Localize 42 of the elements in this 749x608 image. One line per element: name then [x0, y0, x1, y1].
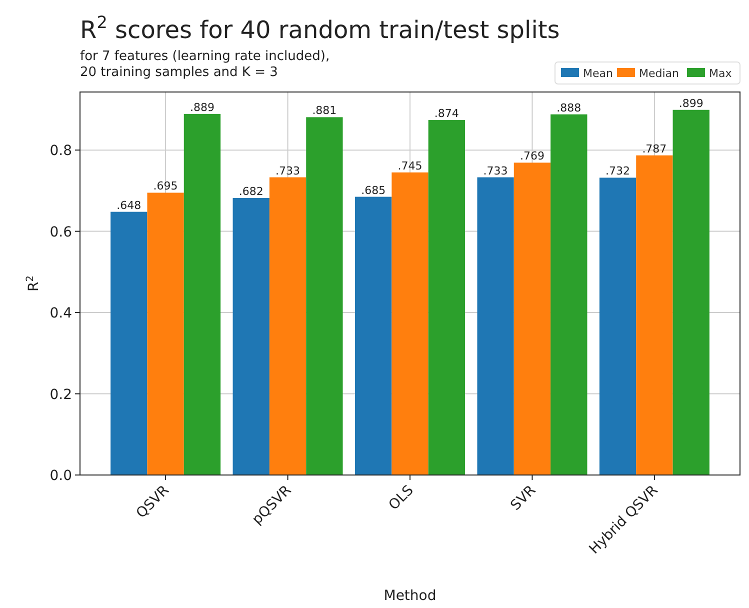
data-label: .648 — [116, 198, 142, 212]
legend-label: Mean — [583, 67, 613, 80]
bar — [550, 114, 588, 475]
bar — [514, 162, 551, 475]
chart-title: R$^{2}$ scores for 40 random train/test splits — [80, 12, 560, 44]
bar — [184, 114, 221, 475]
y-tick-label: 0.8 — [50, 143, 72, 160]
legend-label: Median — [639, 67, 680, 80]
data-label: .881 — [312, 104, 337, 118]
bar — [306, 117, 343, 475]
data-label: .899 — [678, 96, 704, 110]
bar — [428, 120, 465, 475]
x-tick-label: OLS — [386, 482, 417, 514]
bar — [269, 177, 306, 475]
bar — [355, 196, 392, 475]
bar — [477, 177, 514, 475]
legend-label: Max — [709, 67, 732, 80]
data-label: .733 — [483, 164, 508, 178]
bar — [599, 178, 636, 475]
data-label: .787 — [642, 142, 667, 156]
data-label: .695 — [153, 180, 178, 193]
data-label: .745 — [398, 159, 422, 172]
data-label: .685 — [361, 184, 386, 197]
y-tick-label: 0.0 — [50, 468, 72, 484]
bar — [232, 198, 270, 475]
y-tick-label: 0.2 — [50, 386, 72, 403]
bar — [110, 212, 148, 475]
data-label: .769 — [520, 150, 544, 163]
y-tick-label: 0.6 — [50, 224, 72, 240]
data-label: .889 — [190, 100, 214, 114]
data-label: .888 — [556, 101, 582, 114]
bar — [672, 110, 710, 475]
y-tick-label: 0.4 — [50, 306, 72, 322]
bar — [392, 172, 428, 475]
data-label: .733 — [276, 164, 300, 178]
bar — [636, 155, 673, 475]
data-label: .682 — [238, 185, 264, 198]
data-label: .732 — [606, 164, 630, 178]
chart-subtitle: for 7 features (learning rate included), 20 training samples and K = 3 — [80, 49, 330, 80]
x-axis-title: Method — [384, 588, 436, 604]
data-label: .874 — [434, 107, 459, 120]
bar — [147, 192, 184, 475]
